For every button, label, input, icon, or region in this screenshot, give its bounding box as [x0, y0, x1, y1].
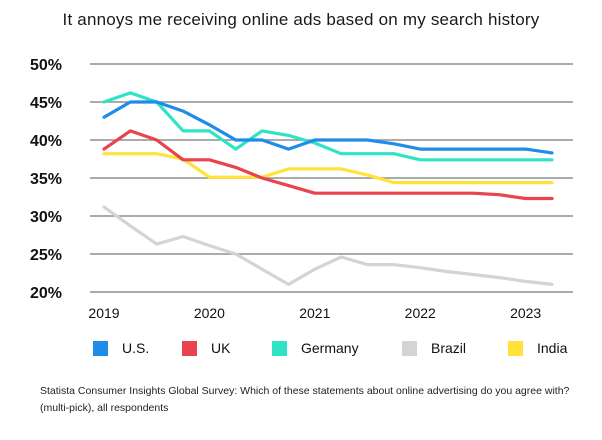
series-line-uk	[102, 129, 554, 201]
series-line-brazil	[102, 205, 554, 286]
y-tick-label: 30%	[30, 209, 62, 226]
y-tick-label: 50%	[30, 57, 62, 74]
y-tick-label: 25%	[30, 247, 62, 264]
chart-title: It annoys me receiving online ads based …	[62, 10, 540, 29]
legend-item: UK	[182, 340, 230, 356]
legend-swatch	[272, 340, 287, 356]
line-chart: 50% 45% 40% 35% 30% 25% 20% 2019 2020 2021 2022 202…	[30, 57, 573, 321]
legend-item: Brazil	[402, 340, 466, 356]
series-line-germany	[102, 91, 554, 162]
chart-legend: U.S. UK Germany Brazil India	[0, 340, 602, 366]
legend-swatch	[508, 340, 523, 356]
x-tick-label: 2020	[194, 305, 225, 321]
legend-swatch	[182, 340, 197, 356]
x-tick-label: 2019	[88, 305, 119, 321]
y-tick-label: 20%	[30, 285, 62, 302]
legend-label: U.S.	[122, 340, 150, 356]
legend-swatch	[93, 340, 108, 356]
footnote: Statista Consumer Insights Global Survey…	[40, 385, 570, 414]
legend-swatch	[402, 340, 417, 356]
legend-label: UK	[211, 340, 231, 356]
y-tick-label: 45%	[30, 95, 62, 112]
legend-label: India	[537, 340, 568, 356]
legend-item: U.S.	[93, 340, 149, 356]
legend-label: Germany	[301, 340, 359, 356]
legend-label: Brazil	[431, 340, 467, 356]
legend-item: Germany	[272, 340, 359, 356]
x-tick-label: 2021	[299, 305, 330, 321]
x-tick-label: 2022	[405, 305, 436, 321]
y-tick-label: 40%	[30, 133, 62, 150]
y-tick-label: 35%	[30, 171, 62, 188]
x-tick-label: 2023	[510, 305, 541, 321]
legend-item: India	[508, 340, 567, 356]
series-line-us	[102, 100, 554, 155]
